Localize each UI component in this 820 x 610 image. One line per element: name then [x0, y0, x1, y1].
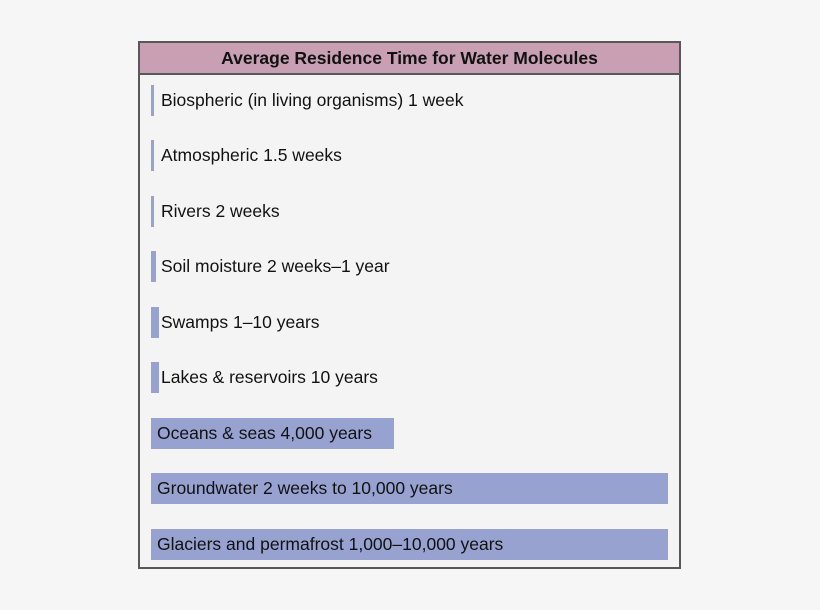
- bar-row: Swamps 1–10 years: [151, 307, 671, 338]
- chart-frame: Average Residence Time for Water Molecul…: [138, 41, 681, 569]
- bar-label: Atmospheric 1.5 weeks: [161, 145, 342, 165]
- bar-label: Swamps 1–10 years: [161, 312, 320, 332]
- bar-label: Groundwater 2 weeks to 10,000 years: [157, 478, 453, 498]
- bar-label: Oceans & seas 4,000 years: [157, 423, 372, 443]
- bar-label: Rivers 2 weeks: [161, 201, 280, 221]
- bar-row: Groundwater 2 weeks to 10,000 years: [151, 473, 671, 504]
- bar: [151, 140, 154, 171]
- bar-label: Lakes & reservoirs 10 years: [161, 367, 378, 387]
- bar-row: Soil moisture 2 weeks–1 year: [151, 251, 671, 282]
- chart-title: Average Residence Time for Water Molecul…: [140, 43, 679, 75]
- bar-row: Biospheric (in living organisms) 1 week: [151, 85, 671, 116]
- bar: [151, 362, 159, 393]
- bar-label: Glaciers and permafrost 1,000–10,000 yea…: [157, 534, 504, 554]
- bar-row: Atmospheric 1.5 weeks: [151, 140, 671, 171]
- bar-row: Lakes & reservoirs 10 years: [151, 362, 671, 393]
- bar-label: Biospheric (in living organisms) 1 week: [161, 90, 464, 110]
- bar: [151, 418, 394, 449]
- bar: [151, 196, 154, 227]
- bar-label: Soil moisture 2 weeks–1 year: [161, 256, 390, 276]
- bar-row: Oceans & seas 4,000 years: [151, 418, 671, 449]
- bar-row: Glaciers and permafrost 1,000–10,000 yea…: [151, 529, 671, 560]
- bar: [151, 529, 668, 560]
- bar: [151, 473, 668, 504]
- bar: [151, 307, 159, 338]
- bar: [151, 251, 156, 282]
- bar: [151, 85, 154, 116]
- bar-row: Rivers 2 weeks: [151, 196, 671, 227]
